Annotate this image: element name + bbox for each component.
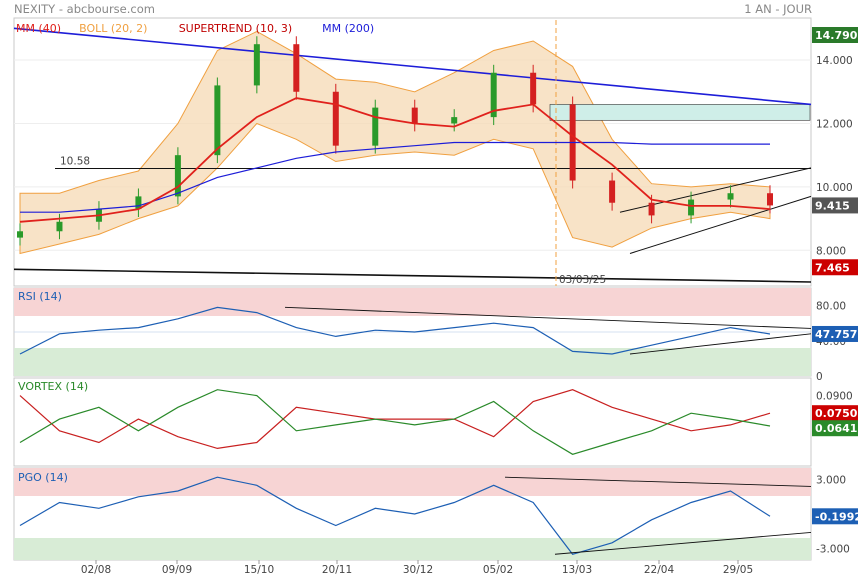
legend-entry: MM (40) <box>16 22 61 35</box>
rsi-badge <box>812 325 858 342</box>
level-label: 10.58 <box>60 155 90 167</box>
vortex-badge <box>812 405 858 422</box>
rsi-badge-value: 47.757 <box>815 328 857 341</box>
x-axis-tick: 29/05 <box>723 564 753 576</box>
candle-body <box>490 72 497 118</box>
pgo-badge <box>812 508 858 525</box>
vortex-axis-tick: 0.0900 <box>816 391 853 403</box>
candle-body <box>648 202 655 216</box>
pgo-trendline-lower <box>554 531 812 555</box>
x-axis-tick: 05/02 <box>483 564 513 576</box>
x-axis-tick: 20/11 <box>322 564 352 576</box>
vortex-label: VORTEX (14) <box>18 380 88 393</box>
price-axis-tick: 8.000 <box>816 245 846 257</box>
highlight-zone <box>549 104 811 121</box>
event-label: 03/03/25 <box>559 274 606 286</box>
candle-body <box>688 199 695 216</box>
pgo-label: PGO (14) <box>18 471 68 484</box>
rsi-oversold-zone <box>14 348 811 376</box>
price-badge <box>812 259 858 276</box>
price-panel-frame <box>13 17 812 287</box>
mm200-line <box>20 141 770 213</box>
mm40-line <box>19 97 771 223</box>
chart-symbol: NEXITY - abcbourse.com <box>14 2 155 16</box>
vortex-badge-value: 0.0641 <box>815 422 857 435</box>
vortex-panel-frame <box>13 377 812 467</box>
vortex-badge-value: 0.0750 <box>815 407 858 420</box>
candle-body <box>214 85 221 156</box>
x-axis-tick: 15/10 <box>244 564 274 576</box>
rsi-axis-tick: 0 <box>816 371 823 383</box>
x-axis-tick: 02/08 <box>81 564 111 576</box>
x-axis-tick: 13/03 <box>562 564 592 576</box>
price-layer: 14.000 12.000 10.000 8.000 14.790 9.415 7.465 1… <box>13 20 858 286</box>
trendline-resistance <box>13 27 812 106</box>
price-badge <box>812 197 858 214</box>
pgo-line <box>19 476 771 555</box>
price-badge <box>812 27 858 43</box>
pgo-axis-tick: 3.000 <box>816 475 846 487</box>
legend-entry: SUPERTREND (10, 3) <box>179 22 293 35</box>
rsi-overbought-zone <box>14 288 811 316</box>
pgo-high-zone <box>14 468 811 496</box>
x-axis-tick: 22/04 <box>644 564 675 576</box>
trendline-support <box>13 268 812 283</box>
x-axis-tick: 09/09 <box>162 564 192 576</box>
price-axis-tick: 10.000 <box>816 182 853 194</box>
label-layer: MM (40) BOLL (20, 2) SUPERTREND (10, 3) MM … <box>16 22 753 576</box>
vortex-badge <box>812 420 858 437</box>
rsi-line <box>19 306 771 355</box>
candle-body <box>253 44 260 86</box>
price-badge-value: 7.465 <box>815 261 850 274</box>
candle-body <box>293 44 300 92</box>
candle-body <box>411 107 418 124</box>
pgo-axis-tick: -3.000 <box>816 544 850 556</box>
candle-body <box>56 221 63 232</box>
candle-body <box>332 91 339 146</box>
candle-body <box>609 180 616 203</box>
pgo-badge-value: -0.1992 <box>815 510 860 523</box>
candle-body <box>372 107 379 146</box>
x-axis-tick: 30/12 <box>403 564 433 576</box>
candle-body <box>727 193 734 200</box>
pgo-low-zone <box>14 538 811 560</box>
candle-body <box>135 196 142 210</box>
legend-entry: BOLL (20, 2) <box>79 22 147 35</box>
vortex-plus-line <box>19 389 771 455</box>
rsi-trendline-lower <box>629 333 812 355</box>
rsi-trendline-upper <box>284 306 812 329</box>
bollinger-band <box>19 30 771 255</box>
candle-body <box>530 72 537 105</box>
pgo-trendline-upper <box>504 476 812 487</box>
rsi-label: RSI (14) <box>18 290 62 303</box>
rsi-axis-tick: 80.00 <box>816 301 846 313</box>
candle-body <box>17 231 23 238</box>
indicator-layer: 80.0040.00047.7570.09000.07500.06413.000… <box>14 301 860 556</box>
candle-body <box>451 117 458 124</box>
chart-period: 1 AN - JOUR <box>744 2 812 16</box>
price-badge-value: 9.415 <box>815 199 850 212</box>
price-badge-value: 14.790 <box>815 29 858 42</box>
vortex-minus-line <box>19 389 771 450</box>
candle-body <box>174 155 181 197</box>
legend-entry: MM (200) <box>322 22 374 35</box>
price-axis-tick: 14.000 <box>816 55 853 67</box>
price-axis-tick: 12.000 <box>816 118 853 130</box>
candle-body <box>767 193 773 206</box>
channel-lower <box>629 195 812 254</box>
